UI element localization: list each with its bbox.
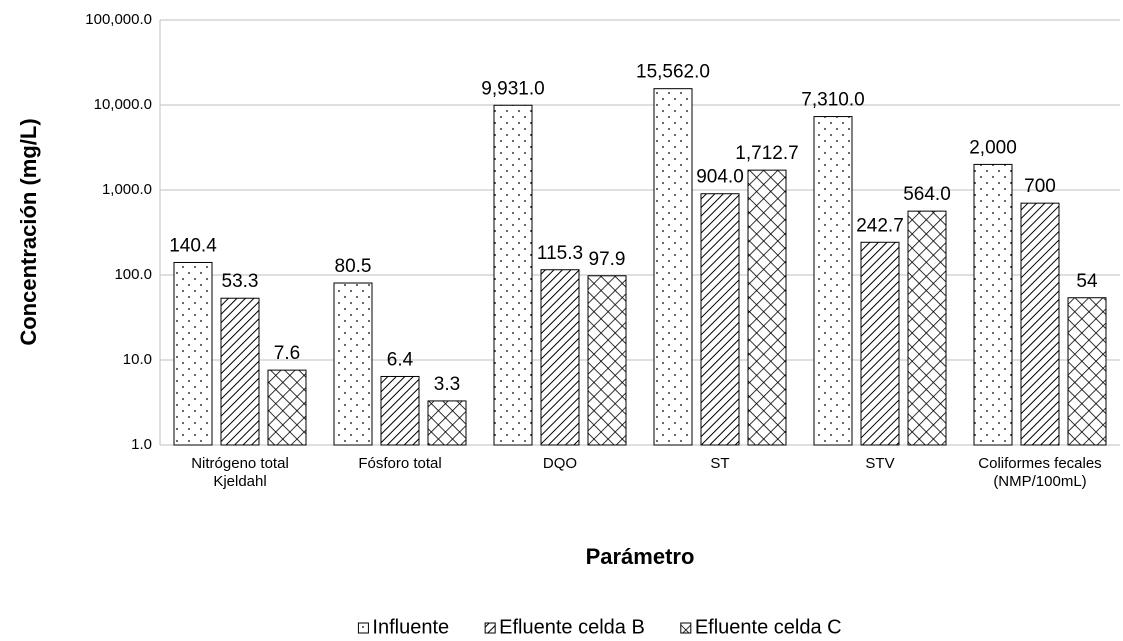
y-tick-label: 1.0 bbox=[131, 436, 152, 453]
x-axis-title: Parámetro bbox=[586, 544, 695, 569]
data-label: 700 bbox=[1024, 176, 1056, 197]
data-label: 140.4 bbox=[169, 235, 217, 256]
bar bbox=[1020, 202, 1060, 446]
bar bbox=[333, 282, 373, 446]
bar bbox=[700, 193, 740, 446]
data-label: 242.7 bbox=[856, 215, 904, 236]
bar bbox=[493, 104, 533, 446]
bar bbox=[173, 261, 213, 446]
data-label: 3.3 bbox=[434, 374, 460, 395]
bar bbox=[1067, 297, 1107, 446]
x-tick-label: Fósforo total bbox=[358, 455, 442, 472]
legend-swatch bbox=[357, 622, 369, 634]
data-label: 904.0 bbox=[696, 167, 744, 188]
data-label: 80.5 bbox=[335, 256, 372, 277]
bar bbox=[220, 297, 260, 446]
bar bbox=[380, 375, 420, 446]
y-tick-label: 10.0 bbox=[123, 351, 152, 368]
data-label: 9,931.0 bbox=[481, 78, 544, 99]
x-tick-label: Coliformes fecales (NMP/100mL) bbox=[978, 455, 1102, 490]
legend-swatch bbox=[484, 622, 496, 634]
legend-label: Influente bbox=[372, 616, 449, 638]
bar bbox=[907, 210, 947, 446]
data-label: 7.6 bbox=[274, 343, 300, 364]
bar bbox=[653, 88, 693, 446]
legend-label: Efluente celda C bbox=[695, 616, 842, 638]
bar bbox=[973, 163, 1013, 446]
data-label: 97.9 bbox=[589, 249, 626, 270]
bar bbox=[747, 169, 787, 446]
x-tick-label: DQO bbox=[542, 455, 578, 472]
data-label: 1,712.7 bbox=[735, 143, 798, 164]
data-label: 53.3 bbox=[222, 271, 259, 292]
x-tick-label: Nitrógeno total Kjeldahl bbox=[191, 455, 289, 490]
y-tick-label: 1,000.0 bbox=[102, 181, 152, 198]
x-tick-label: STV bbox=[865, 455, 895, 472]
data-label: 15,562.0 bbox=[636, 62, 710, 83]
bar bbox=[860, 241, 900, 446]
x-tick-label: ST bbox=[710, 455, 730, 472]
data-label: 54 bbox=[1076, 271, 1098, 292]
bar bbox=[540, 269, 580, 446]
bar bbox=[427, 400, 467, 446]
y-tick-label: 10,000.0 bbox=[94, 96, 152, 113]
bar bbox=[813, 116, 853, 446]
bar bbox=[267, 369, 307, 446]
data-label: 7,310.0 bbox=[801, 90, 864, 111]
legend-swatch bbox=[680, 622, 692, 634]
y-tick-label: 100,000.0 bbox=[85, 11, 152, 28]
data-label: 6.4 bbox=[387, 349, 414, 370]
y-tick-label: 100.0 bbox=[114, 266, 152, 283]
data-label: 564.0 bbox=[903, 184, 951, 205]
data-label: 2,000 bbox=[969, 137, 1017, 158]
bar bbox=[587, 275, 627, 446]
data-label: 115.3 bbox=[537, 243, 583, 264]
y-axis-title: Concentración (mg/L) bbox=[16, 118, 41, 345]
legend-label: Efluente celda B bbox=[499, 616, 645, 638]
